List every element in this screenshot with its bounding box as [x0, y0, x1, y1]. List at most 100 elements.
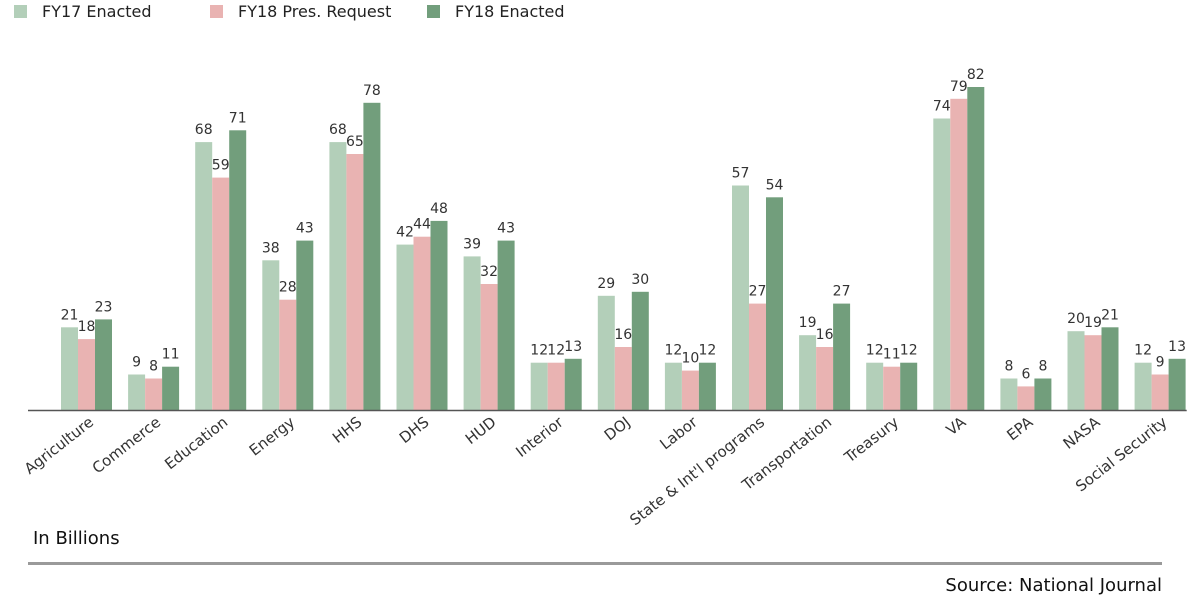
- data-label: 6: [1021, 366, 1030, 382]
- bar: [883, 366, 901, 410]
- x-tick-label: Agriculture: [21, 413, 97, 478]
- unit-note: In Billions: [33, 528, 120, 549]
- data-label: 57: [732, 166, 750, 182]
- bar: [681, 370, 699, 410]
- data-label: 13: [1168, 339, 1186, 355]
- data-label: 9: [132, 355, 141, 371]
- data-label: 27: [833, 284, 851, 300]
- data-label: 71: [229, 110, 247, 126]
- data-label: 43: [497, 221, 515, 237]
- bar: [430, 220, 448, 410]
- bar: [279, 299, 297, 410]
- data-label: 42: [396, 225, 414, 241]
- bar: [195, 142, 213, 410]
- bar: [212, 177, 230, 410]
- data-label: 68: [195, 122, 213, 138]
- data-label: 28: [279, 280, 297, 296]
- x-tick-label: Commerce: [89, 413, 164, 477]
- data-label: 74: [933, 99, 951, 115]
- x-tick-label: NASA: [1060, 413, 1104, 453]
- x-tick-label: HHS: [329, 413, 365, 447]
- data-label: 18: [78, 319, 96, 335]
- bar: [564, 358, 582, 410]
- bar: [900, 362, 918, 410]
- data-label: 79: [950, 79, 968, 95]
- data-label: 16: [816, 327, 834, 343]
- bar: [1134, 362, 1152, 410]
- bar: [547, 362, 565, 410]
- legend-label: FY18 Pres. Request: [238, 2, 392, 21]
- data-label: 20: [1067, 311, 1085, 327]
- bar: [1168, 358, 1186, 410]
- bar: [78, 339, 95, 410]
- x-tick-label: Labor: [656, 412, 701, 453]
- data-label: 27: [749, 284, 767, 300]
- bar: [1034, 378, 1052, 410]
- bar: [816, 347, 834, 410]
- data-label: 44: [413, 217, 431, 233]
- data-label: 10: [681, 351, 699, 367]
- bar: [1067, 331, 1085, 410]
- bar: [766, 197, 783, 410]
- data-label: 12: [866, 343, 884, 359]
- data-label: 39: [463, 236, 481, 252]
- data-label: 11: [162, 347, 180, 363]
- bar: [162, 366, 180, 410]
- x-tick-label: Interior: [512, 412, 567, 460]
- data-label: 8: [1038, 359, 1047, 375]
- bar: [480, 284, 498, 410]
- bar: [933, 118, 951, 410]
- data-label: 12: [698, 343, 716, 359]
- data-label: 29: [597, 276, 615, 292]
- bar: [1101, 327, 1119, 410]
- x-tick-label: VA: [943, 413, 970, 440]
- data-label: 82: [967, 67, 985, 83]
- data-label: 9: [1156, 355, 1165, 371]
- footer-divider: [28, 562, 1162, 565]
- data-label: 12: [664, 343, 682, 359]
- bar: [95, 319, 112, 410]
- bar: [463, 256, 481, 410]
- bar: [497, 240, 515, 410]
- data-label: 54: [766, 177, 784, 193]
- data-label: 13: [564, 339, 582, 355]
- source-note: Source: National Journal: [945, 575, 1162, 596]
- bar: [1017, 386, 1035, 410]
- data-label: 12: [900, 343, 918, 359]
- data-label: 48: [430, 201, 448, 217]
- bar: [413, 236, 431, 410]
- bar: [732, 185, 749, 410]
- bar: [631, 291, 649, 410]
- bar: [262, 260, 280, 410]
- bar: [128, 374, 146, 410]
- bar: [61, 327, 78, 410]
- bar: [396, 244, 414, 410]
- bar: [1084, 335, 1102, 410]
- data-label: 8: [149, 359, 158, 375]
- data-label: 78: [363, 83, 381, 99]
- bar: [614, 347, 632, 410]
- data-label: 68: [329, 122, 347, 138]
- x-tick-label: DHS: [396, 413, 433, 447]
- bar: [664, 362, 682, 410]
- data-label: 21: [1101, 307, 1119, 323]
- data-label: 59: [212, 158, 230, 174]
- x-tick-label: DOJ: [601, 413, 634, 444]
- data-label: 16: [614, 327, 632, 343]
- bar: [530, 362, 548, 410]
- bar: [363, 102, 381, 411]
- data-label: 38: [262, 240, 280, 256]
- x-tick-label: EPA: [1003, 413, 1037, 445]
- bar: [346, 154, 364, 410]
- data-label: 19: [799, 315, 817, 331]
- data-label: 11: [883, 347, 901, 363]
- bar: [1000, 378, 1018, 410]
- bar: [296, 240, 314, 410]
- x-tick-label: Treasury: [840, 413, 902, 467]
- legend-swatch: [427, 5, 440, 18]
- bar: [698, 362, 716, 410]
- x-tick-label: Education: [161, 413, 231, 473]
- legend-swatch: [14, 5, 27, 18]
- data-label: 65: [346, 134, 364, 150]
